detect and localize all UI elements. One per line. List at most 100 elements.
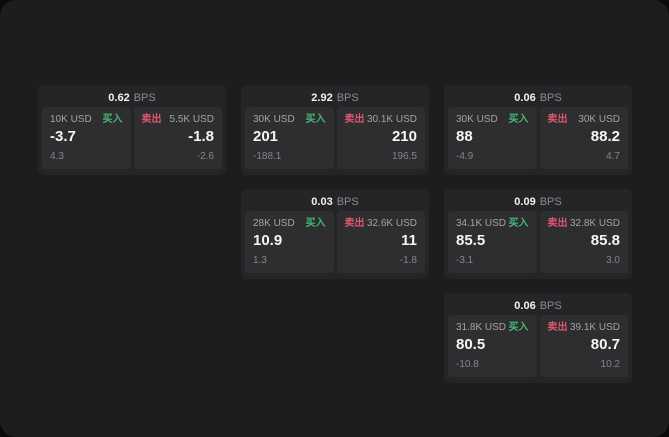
buy-tile[interactable]: 30K USD 买入 88 -4.9 [448, 107, 537, 169]
buy-tile[interactable]: 28K USD 买入 10.9 1.3 [245, 211, 334, 273]
sell-tile[interactable]: 卖出 5.5K USD -1.8 -2.6 [133, 107, 222, 169]
quote-card: 0.03 BPS 28K USD 买入 10.9 1.3 卖出 32.6K US… [241, 189, 429, 279]
sell-tile-header: 卖出 5.5K USD [142, 113, 215, 126]
card-body: 30K USD 买入 88 -4.9 卖出 30K USD 88.2 4.7 [444, 107, 632, 169]
buy-tile-header: 34.1K USD 买入 [456, 217, 529, 230]
bps-value: 0.62 [108, 91, 130, 104]
buy-price: 85.5 [456, 232, 486, 249]
sell-delta: 10.2 [600, 359, 620, 370]
buy-tile-header: 28K USD 买入 [253, 217, 326, 230]
buy-delta: -4.9 [456, 151, 474, 162]
buy-price: 88 [456, 128, 473, 145]
buy-price: -3.7 [50, 128, 76, 145]
buy-amount: 28K USD [253, 218, 295, 229]
quote-card: 2.92 BPS 30K USD 买入 201 -188.1 卖出 30.1K … [241, 85, 429, 175]
sell-amount: 39.1K USD [569, 322, 620, 333]
sell-price: 80.7 [590, 336, 620, 353]
sell-amount: 30K USD [578, 114, 620, 125]
buy-tile[interactable]: 30K USD 买入 201 -188.1 [245, 107, 334, 169]
sell-delta: 196.5 [391, 151, 417, 162]
sell-tile[interactable]: 卖出 32.8K USD 85.8 3.0 [539, 211, 628, 273]
card-body: 10K USD 买入 -3.7 4.3 卖出 5.5K USD -1.8 -2.… [38, 107, 226, 169]
sell-price: 88.2 [590, 128, 620, 145]
sell-delta: 3.0 [606, 255, 620, 266]
buy-amount: 30K USD [253, 114, 295, 125]
sell-label: 卖出 [344, 114, 365, 125]
bps-value: 0.09 [514, 195, 536, 208]
buy-label: 买入 [508, 322, 529, 333]
buy-label: 买入 [508, 114, 529, 125]
sell-amount: 32.8K USD [569, 218, 620, 229]
buy-price: 10.9 [253, 232, 283, 249]
buy-delta: 1.3 [253, 255, 267, 266]
sell-delta: -2.6 [196, 151, 214, 162]
sell-label: 卖出 [344, 218, 365, 229]
sell-price: -1.8 [188, 128, 214, 145]
sell-tile[interactable]: 卖出 30K USD 88.2 4.7 [539, 107, 628, 169]
buy-price: 201 [253, 128, 279, 145]
buy-delta: 4.3 [50, 151, 64, 162]
bps-value: 0.03 [311, 195, 333, 208]
buy-label: 买入 [508, 218, 529, 229]
sell-label: 卖出 [547, 322, 568, 333]
card-body: 34.1K USD 买入 85.5 -3.1 卖出 32.8K USD 85.8… [444, 211, 632, 273]
buy-tile[interactable]: 31.8K USD 买入 80.5 -10.8 [448, 315, 537, 377]
buy-tile-header: 30K USD 买入 [456, 113, 529, 126]
bps-unit-label: BPS [539, 195, 562, 208]
sell-tile-header: 卖出 32.8K USD [548, 217, 621, 230]
sell-price: 210 [391, 128, 417, 145]
sell-label: 卖出 [141, 114, 162, 125]
buy-tile-header: 10K USD 买入 [50, 113, 123, 126]
sell-label: 卖出 [547, 218, 568, 229]
bps-unit-label: BPS [133, 91, 156, 104]
buy-tile[interactable]: 34.1K USD 买入 85.5 -3.1 [448, 211, 537, 273]
sell-amount: 5.5K USD [169, 114, 214, 125]
buy-amount: 30K USD [456, 114, 498, 125]
sell-delta: 4.7 [606, 151, 620, 162]
card-body: 31.8K USD 买入 80.5 -10.8 卖出 39.1K USD 80.… [444, 315, 632, 377]
card-body: 28K USD 买入 10.9 1.3 卖出 32.6K USD 11 -1.8 [241, 211, 429, 273]
buy-label: 买入 [305, 114, 326, 125]
bps-unit-label: BPS [539, 299, 562, 312]
quote-card: 0.62 BPS 10K USD 买入 -3.7 4.3 卖出 5.5K USD… [38, 85, 226, 175]
card-header: 0.09 BPS [444, 189, 632, 211]
sell-tile-header: 卖出 30K USD [548, 113, 621, 126]
bps-unit-label: BPS [336, 195, 359, 208]
buy-tile-header: 30K USD 买入 [253, 113, 326, 126]
card-header: 0.06 BPS [444, 293, 632, 315]
sell-tile-header: 卖出 39.1K USD [548, 321, 621, 334]
buy-amount: 10K USD [50, 114, 92, 125]
bps-unit-label: BPS [539, 91, 562, 104]
buy-label: 买入 [102, 114, 123, 125]
buy-amount: 31.8K USD [456, 322, 507, 333]
card-header: 0.62 BPS [38, 85, 226, 107]
sell-price: 85.8 [590, 232, 620, 249]
sell-tile[interactable]: 卖出 30.1K USD 210 196.5 [336, 107, 425, 169]
bps-value: 2.92 [311, 91, 333, 104]
sell-tile-header: 卖出 30.1K USD [345, 113, 418, 126]
sell-tile[interactable]: 卖出 39.1K USD 80.7 10.2 [539, 315, 628, 377]
card-header: 2.92 BPS [241, 85, 429, 107]
sell-label: 卖出 [547, 114, 568, 125]
card-header: 0.03 BPS [241, 189, 429, 211]
buy-tile-header: 31.8K USD 买入 [456, 321, 529, 334]
buy-price: 80.5 [456, 336, 486, 353]
buy-delta: -188.1 [253, 151, 282, 162]
buy-amount: 34.1K USD [456, 218, 507, 229]
quote-card: 0.09 BPS 34.1K USD 买入 85.5 -3.1 卖出 32.8K… [444, 189, 632, 279]
bps-value: 0.06 [514, 299, 536, 312]
quote-card: 0.06 BPS 30K USD 买入 88 -4.9 卖出 30K USD 8… [444, 85, 632, 175]
card-header: 0.06 BPS [444, 85, 632, 107]
buy-label: 买入 [305, 218, 326, 229]
sell-tile[interactable]: 卖出 32.6K USD 11 -1.8 [336, 211, 425, 273]
bps-unit-label: BPS [336, 91, 359, 104]
sell-amount: 32.6K USD [366, 218, 417, 229]
sell-delta: -1.8 [399, 255, 417, 266]
buy-tile[interactable]: 10K USD 买入 -3.7 4.3 [42, 107, 131, 169]
sell-amount: 30.1K USD [366, 114, 417, 125]
sell-price: 11 [401, 232, 417, 249]
quote-card: 0.06 BPS 31.8K USD 买入 80.5 -10.8 卖出 39.1… [444, 293, 632, 383]
bps-value: 0.06 [514, 91, 536, 104]
buy-delta: -10.8 [456, 359, 479, 370]
